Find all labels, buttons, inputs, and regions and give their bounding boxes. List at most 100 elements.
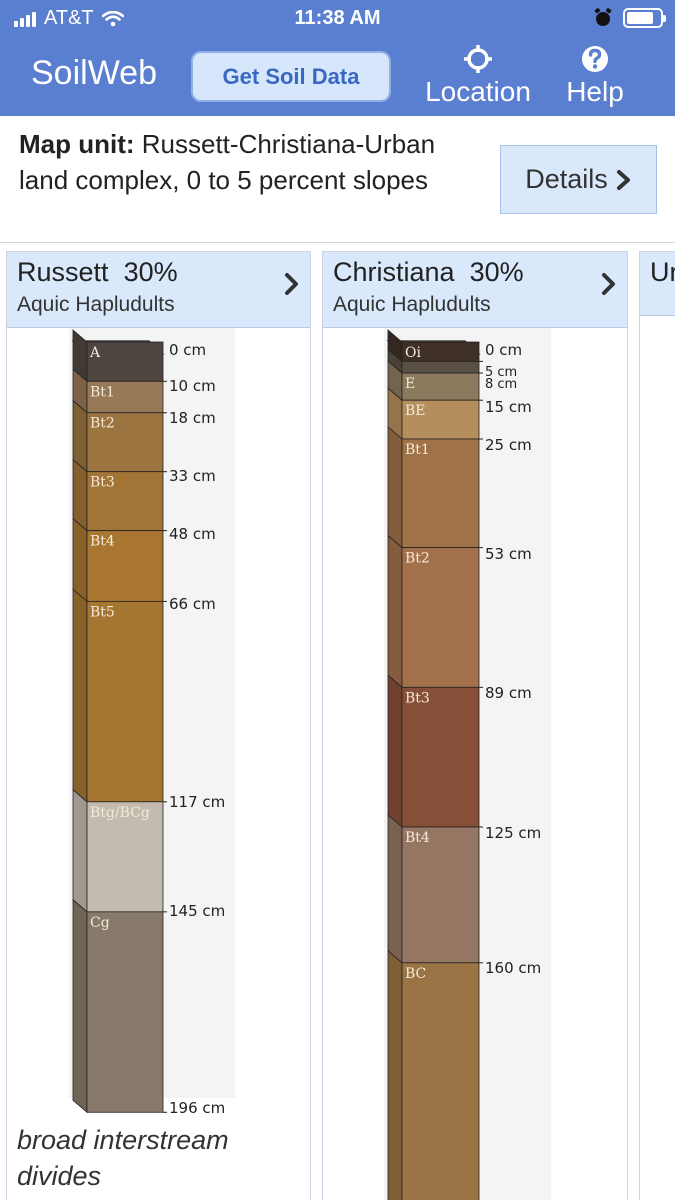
horizon-label: Bt1 bbox=[405, 442, 430, 458]
component-name: Russett bbox=[17, 257, 109, 287]
divider bbox=[0, 242, 675, 243]
get-soil-data-button[interactable]: Get Soil Data bbox=[191, 51, 391, 102]
component-card-russett: Russett 30% Aquic Hapludults A Bt1 Bt2 Bt3 B… bbox=[6, 251, 311, 1200]
horizon-label: Bt1 bbox=[90, 384, 115, 400]
horizon-block bbox=[401, 962, 480, 1200]
horizon-label: A bbox=[89, 345, 101, 361]
alarm-icon bbox=[594, 8, 612, 26]
location-button[interactable]: Location bbox=[419, 42, 537, 108]
component-percent: 30% bbox=[123, 257, 178, 287]
horizon-label: Bt3 bbox=[90, 475, 115, 491]
horizon-block bbox=[86, 412, 164, 473]
question-circle-icon bbox=[582, 46, 608, 72]
depth-label: 117 cm bbox=[169, 793, 225, 811]
depth-label: 8 cm bbox=[485, 377, 517, 392]
chevron-right-icon bbox=[285, 273, 298, 295]
map-unit-description: Map unit: Russett-Christiana-Urban land … bbox=[19, 126, 469, 198]
horizon-block bbox=[86, 341, 164, 382]
horizon-block bbox=[86, 471, 164, 532]
help-button[interactable]: Help bbox=[562, 42, 628, 108]
horizon-side-face bbox=[387, 949, 403, 1200]
component-header-urban[interactable]: Ur bbox=[640, 252, 675, 316]
horizon-side-face bbox=[72, 788, 88, 913]
horizon-side-face bbox=[387, 426, 403, 549]
depth-label: 18 cm bbox=[169, 409, 216, 427]
depth-label: 0 cm bbox=[169, 341, 206, 359]
clock: 11:38 AM bbox=[294, 7, 381, 29]
horizon-side-face bbox=[72, 517, 88, 603]
component-percent: 30% bbox=[469, 257, 524, 287]
horizon-side-face bbox=[72, 588, 88, 803]
horizon-label: E bbox=[405, 376, 415, 392]
signal-icon bbox=[14, 11, 36, 27]
depth-label: 0 cm bbox=[485, 341, 522, 359]
landform-text: broad interstream divides bbox=[17, 1125, 229, 1191]
component-taxonomy: Aquic Hapludults bbox=[333, 293, 491, 316]
soil-profile-diagram: A Bt1 Bt2 Bt3 Bt4 Bt5 Btg/BCg Cg 0 cm 10 cm 18 cm 3… bbox=[69, 328, 235, 1117]
map-unit-label: Map unit: bbox=[19, 129, 135, 159]
horizon-block bbox=[401, 686, 480, 828]
component-header-russett[interactable]: Russett 30% Aquic Hapludults bbox=[7, 252, 310, 328]
component-name: Christiana bbox=[333, 257, 455, 287]
horizon-label: Bt2 bbox=[90, 416, 115, 432]
horizon-label: BC bbox=[405, 966, 426, 982]
depth-label: 53 cm bbox=[485, 545, 532, 563]
details-label: Details bbox=[525, 164, 608, 194]
horizon-block bbox=[86, 911, 164, 1113]
status-bar: AT&T 11:38 AM bbox=[0, 0, 675, 38]
depth-label: 196 cm bbox=[169, 1099, 225, 1117]
horizon-block bbox=[86, 801, 164, 913]
horizon-block bbox=[401, 361, 480, 374]
depth-label: 48 cm bbox=[169, 525, 216, 543]
wifi-icon bbox=[101, 10, 124, 26]
location-label: Location bbox=[425, 76, 531, 107]
depth-label: 160 cm bbox=[485, 959, 541, 977]
details-button[interactable]: Details bbox=[500, 145, 657, 214]
chevron-right-icon bbox=[616, 169, 630, 190]
component-name: Ur bbox=[650, 257, 675, 287]
component-title: Russett 30% bbox=[17, 257, 178, 288]
horizon-block bbox=[401, 399, 480, 440]
horizon-label: Bt2 bbox=[405, 551, 430, 567]
horizon-label: Oi bbox=[405, 345, 421, 361]
horizon-label: Bt4 bbox=[90, 534, 115, 550]
depth-label: 10 cm bbox=[169, 377, 216, 395]
component-card-urban: Ur bbox=[639, 251, 675, 1200]
app-header: AT&T 11:38 AM SoilWeb Get Soil Data bbox=[0, 0, 675, 116]
component-header-christiana[interactable]: Christiana 30% Aquic Hapludults bbox=[323, 252, 627, 328]
horizon-side-face bbox=[387, 674, 403, 828]
horizon-label: Bt4 bbox=[405, 830, 430, 846]
component-card-christiana: Christiana 30% Aquic Hapludults Oi E BE Bt1… bbox=[322, 251, 628, 1200]
horizon-label: Bt5 bbox=[90, 604, 115, 620]
status-right bbox=[593, 8, 666, 28]
help-label: Help bbox=[566, 76, 624, 107]
app-title: SoilWeb bbox=[31, 54, 157, 92]
component-taxonomy: Aquic Hapludults bbox=[17, 293, 175, 316]
horizon-block bbox=[401, 547, 480, 688]
component-title: Christiana 30% bbox=[333, 257, 524, 288]
horizon-side-face bbox=[387, 534, 403, 689]
depth-label: 66 cm bbox=[169, 595, 216, 613]
depth-label: 125 cm bbox=[485, 824, 541, 842]
depth-label: 25 cm bbox=[485, 436, 532, 454]
map-unit-name: Russett-Christiana-Urban land complex, 0… bbox=[19, 129, 436, 195]
crosshair-icon bbox=[464, 45, 492, 73]
carrier-indicator: AT&T bbox=[14, 7, 124, 30]
horizon-block bbox=[86, 600, 164, 803]
horizon-label: Bt3 bbox=[405, 690, 430, 706]
horizon-label: Cg bbox=[90, 915, 110, 931]
horizon-block bbox=[86, 380, 164, 414]
depth-label: 33 cm bbox=[169, 467, 216, 485]
depth-label: 5 cm bbox=[485, 365, 517, 380]
depth-label: 89 cm bbox=[485, 684, 532, 702]
chevron-right-icon bbox=[602, 273, 615, 295]
horizon-block bbox=[401, 438, 480, 549]
horizon-block bbox=[401, 826, 480, 964]
horizon-label: BE bbox=[405, 403, 426, 419]
depth-label: 15 cm bbox=[485, 398, 532, 416]
horizon-label: Btg/BCg bbox=[90, 805, 150, 821]
horizon-block bbox=[86, 530, 164, 602]
battery-icon bbox=[623, 8, 666, 28]
horizon-side-face bbox=[72, 898, 88, 1114]
carrier-name: AT&T bbox=[44, 7, 94, 29]
